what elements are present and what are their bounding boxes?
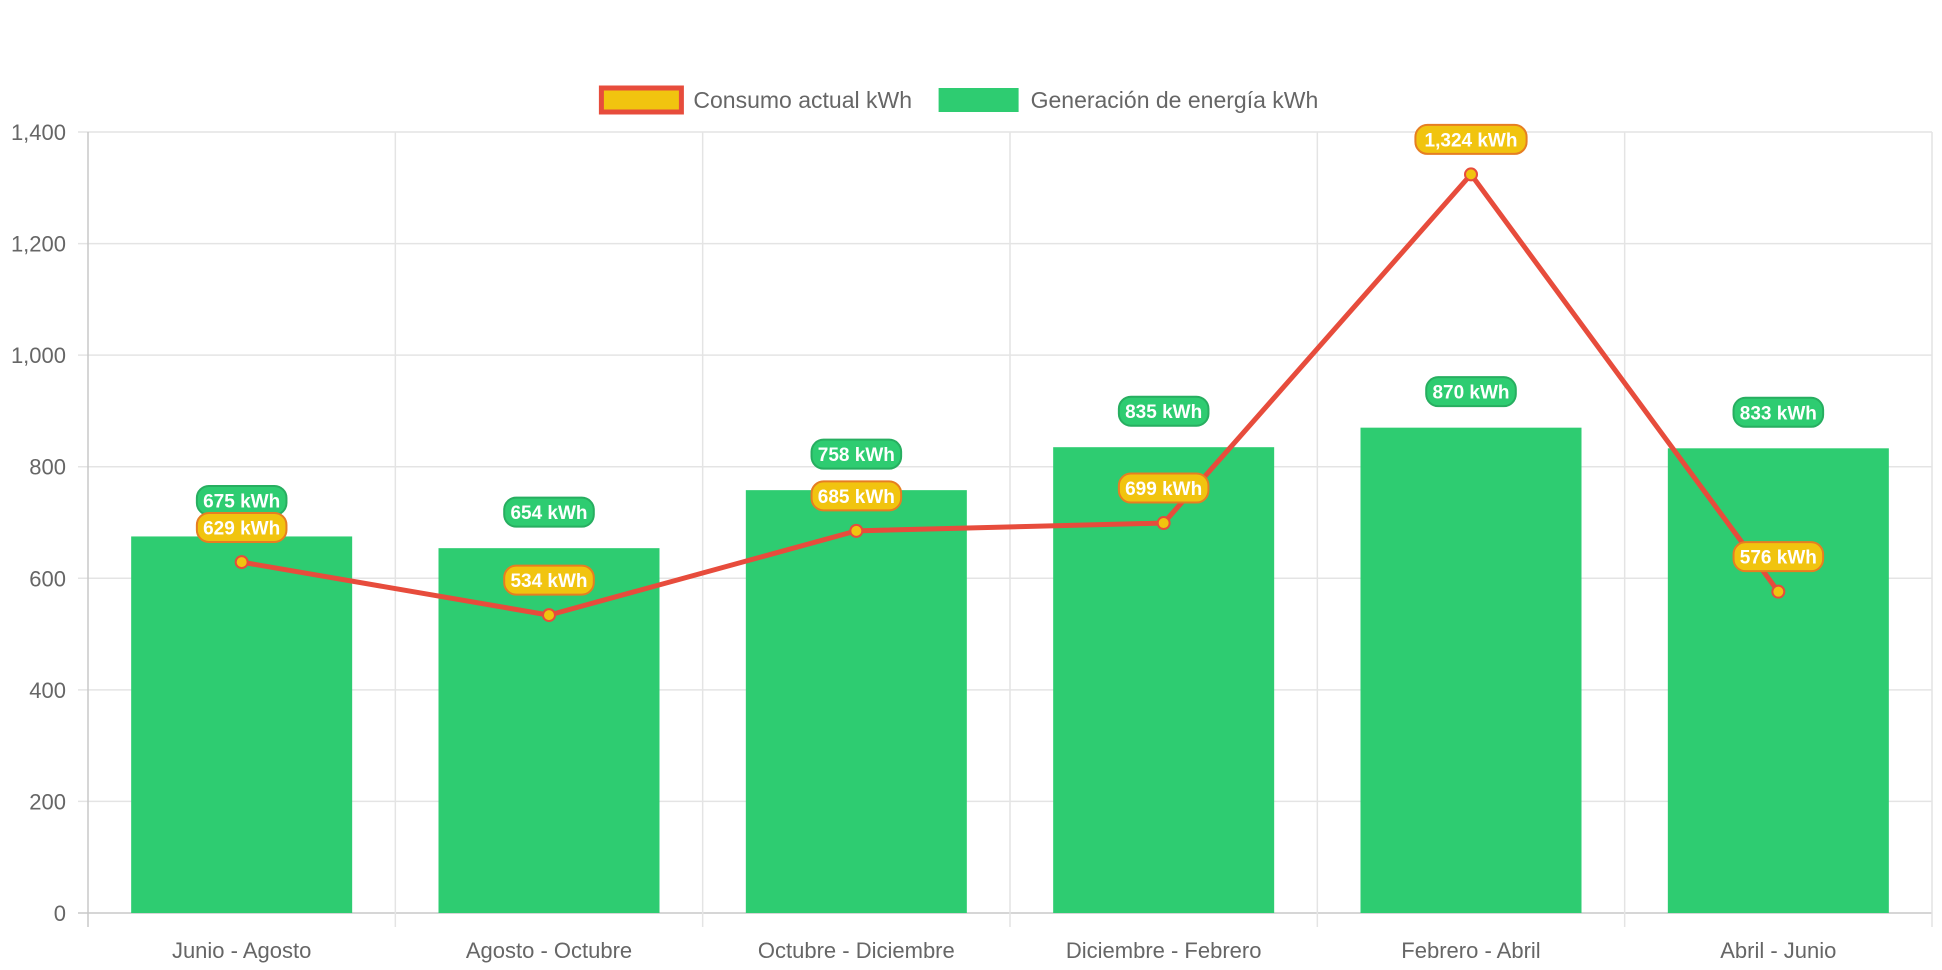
line-data-label-text: 699 kWh [1125, 479, 1202, 500]
grid [78, 131, 1933, 927]
line-data-label: 629 kWh [195, 511, 288, 543]
bar-data-label: 835 kWh [1117, 395, 1210, 427]
y-tick-label: 600 [29, 566, 66, 591]
y-tick-label: 0 [54, 901, 66, 926]
bar-data-label-text: 654 kWh [510, 503, 587, 524]
line-data-label: 1,324 kWh [1414, 123, 1528, 155]
y-tick-label: 800 [29, 455, 66, 480]
bar-data-label-text: 675 kWh [203, 491, 280, 512]
x-tick-label: Octubre - Diciembre [758, 938, 955, 963]
line-point [849, 523, 864, 538]
bar-data-label: 675 kWh [195, 484, 288, 516]
x-tick-label: Diciembre - Febrero [1066, 938, 1262, 963]
line-point [1771, 584, 1786, 599]
bar [1360, 427, 1582, 913]
bar-data-label-background [810, 438, 903, 470]
bar-data-label: 654 kWh [503, 496, 595, 528]
line-data-label-background [810, 480, 903, 512]
bar-data-label-background [1732, 396, 1825, 428]
bar-data-label-background [1117, 395, 1210, 427]
bar-data-label-text: 835 kWh [1125, 402, 1202, 423]
y-tick-label: 1,400 [11, 120, 66, 145]
bar-data-label-text: 833 kWh [1740, 403, 1817, 424]
bar-data-label-background [1425, 376, 1517, 408]
legend-label: Consumo actual kWh [693, 87, 912, 113]
bar-series [131, 427, 1889, 913]
bar-data-label: 870 kWh [1425, 376, 1517, 408]
consumption-line [241, 171, 1781, 618]
line-data-label: 576 kWh [1732, 541, 1825, 573]
data-labels: 675 kWh 654 kWh 758 kWh 835 kWh 870 kWh 833 k… [195, 123, 1825, 596]
y-tick-label: 1,000 [11, 343, 66, 368]
line-data-label-background [1414, 123, 1528, 155]
line-point [542, 608, 556, 623]
line-data-label-text: 629 kWh [203, 518, 280, 539]
bar [1667, 448, 1889, 913]
bar [131, 536, 353, 913]
bar-data-label: 833 kWh [1732, 396, 1825, 428]
legend-swatch [598, 85, 684, 115]
line-data-label-text: 1,324 kWh [1425, 130, 1518, 151]
legend-label: Generación de energía kWh [1031, 87, 1319, 113]
y-tick-label: 400 [29, 678, 66, 703]
line-series [234, 167, 1786, 623]
bar-data-label-text: 758 kWh [818, 445, 895, 466]
legend: Consumo actual kWh Generación de energía … [598, 85, 1319, 115]
line-point [234, 555, 249, 570]
x-tick-label: Agosto - Octubre [466, 938, 632, 963]
line-data-label: 699 kWh [1117, 472, 1210, 504]
line-data-label-background [503, 564, 595, 596]
line-data-label-text: 534 kWh [510, 571, 587, 592]
legend-item: Consumo actual kWh [598, 85, 912, 115]
x-tick-label: Febrero - Abril [1401, 938, 1540, 963]
legend-swatch [938, 88, 1019, 112]
x-tick-label: Junio - Agosto [172, 938, 311, 963]
legend-item: Generación de energía kWh [938, 87, 1319, 113]
line-data-label-background [195, 511, 288, 543]
line-data-label-text: 685 kWh [818, 487, 895, 508]
line-data-label: 685 kWh [810, 480, 903, 512]
line-point [1156, 516, 1171, 531]
line-data-label-background [1732, 541, 1825, 573]
axes: 0 200 400 600 800 1,000 1,200 1,400 Junio - Agos… [11, 120, 1836, 963]
line-data-label-background [1117, 472, 1210, 504]
y-tick-label: 1,200 [11, 232, 66, 257]
y-tick-label: 200 [29, 789, 66, 814]
bar [745, 490, 967, 913]
line-point [1464, 167, 1478, 182]
x-tick-label: Abril - Junio [1720, 938, 1836, 963]
line-data-label: 534 kWh [503, 564, 595, 596]
bar-data-label: 758 kWh [810, 438, 903, 470]
bar-data-label-background [503, 496, 595, 528]
line-data-label-text: 576 kWh [1740, 548, 1817, 569]
bar-data-label-text: 870 kWh [1432, 383, 1509, 404]
